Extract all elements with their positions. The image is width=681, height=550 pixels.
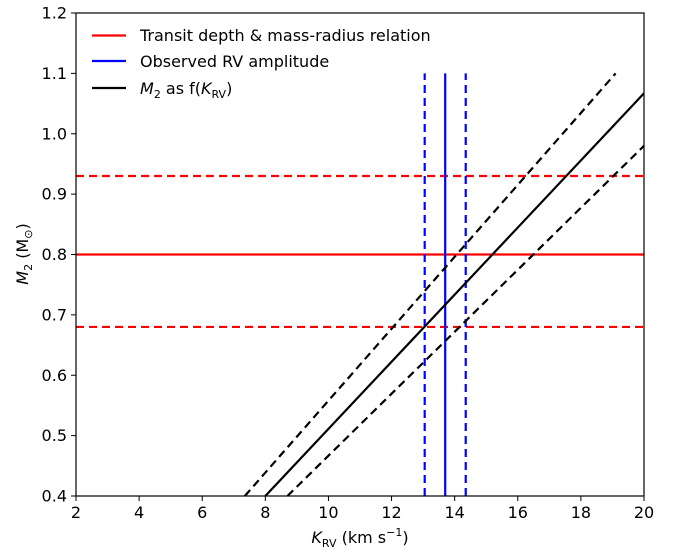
y-tick-label-7: 1.1 [42,64,67,83]
y-tick-label-1: 0.5 [42,426,67,445]
series-line-7 [243,72,617,496]
x-axis-label-exponent: −1 [386,526,402,539]
y-axis-label-subscript: 2 [22,264,35,271]
y-axis-label-sun: ⊙ [22,230,35,239]
x-axis-label-subscript: RV [322,537,337,550]
legend-label-transit: Transit depth & mass-radius relation [139,26,431,45]
y-axis-label-symbol: M [13,271,32,285]
x-axis-label-close: ) [402,528,408,547]
x-tick-label-2: 6 [197,503,207,522]
y-axis-label: M2 (M⊙) [13,223,35,284]
x-tick-label-0: 2 [71,503,81,522]
x-tick-label-3: 8 [260,503,270,522]
x-tick-label-1: 4 [134,503,144,522]
series-line-8 [286,145,644,496]
legend-m2-symbol: M [140,79,154,98]
x-tick-label-8: 18 [571,503,591,522]
y-axis-label-unit: (M [13,239,32,264]
x-axis-label-symbol: K [311,528,323,547]
legend-m2-rv: RV [212,88,227,101]
y-tick-label-0: 0.4 [42,487,67,506]
x-tick-label-9: 20 [634,503,654,522]
y-axis-ticks: 0.4 0.5 0.6 0.7 0.8 0.9 1.0 1.1 1.2 [42,4,76,506]
x-tick-label-7: 16 [508,503,528,522]
legend-m2-k: K [201,79,213,98]
x-tick-label-4: 10 [318,503,338,522]
x-axis-ticks: 2 4 6 8 10 12 14 16 18 20 [71,496,654,522]
x-axis-label-unit: (km s [337,528,387,547]
y-tick-label-8: 1.2 [42,4,67,23]
legend-label-rv: Observed RV amplitude [140,52,329,71]
y-axis-label-close: ) [13,223,32,229]
legend-m2-close: ) [226,79,232,98]
legend-m2-subscript: 2 [154,88,161,101]
y-tick-label-6: 1.0 [42,124,67,143]
legend: Transit depth & mass-radius relation Obs… [92,26,431,101]
legend-label-m2: M2 as f(KRV) [140,79,232,101]
y-tick-label-5: 0.9 [42,185,67,204]
y-tick-label-2: 0.6 [42,366,67,385]
y-tick-label-3: 0.7 [42,305,67,324]
x-tick-label-5: 12 [381,503,401,522]
series-layer [76,72,644,496]
series-line-6 [264,92,644,496]
x-tick-label-6: 14 [444,503,464,522]
x-axis-label: KRV (km s−1) [311,526,408,550]
y-tick-label-4: 0.8 [42,245,67,264]
legend-m2-text: as f( [161,79,201,98]
